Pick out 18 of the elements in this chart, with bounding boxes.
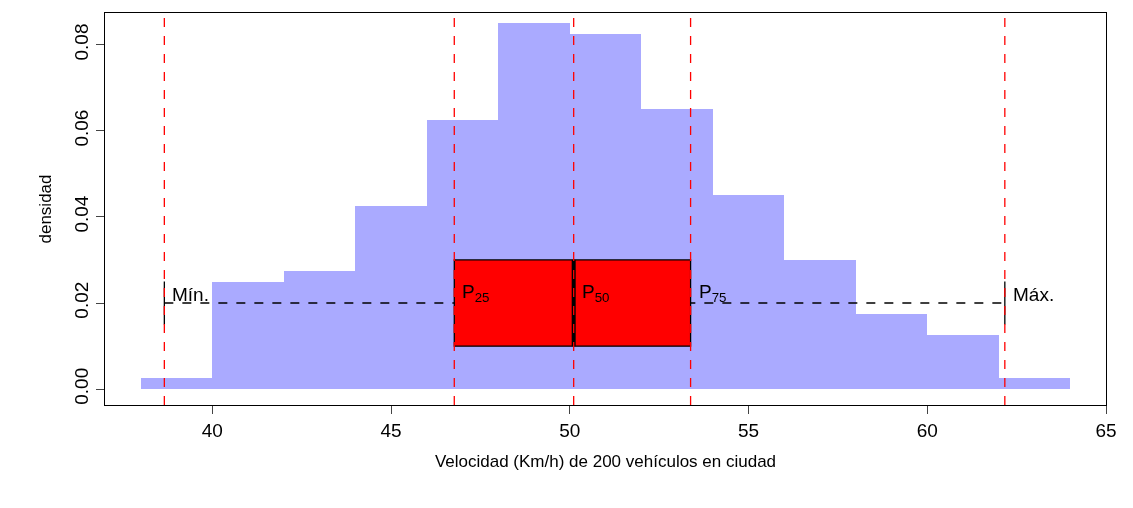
x-axis-title: Velocidad (Km/h) de 200 vehículos en ciudad <box>434 452 777 472</box>
annotation: Máx. <box>1013 284 1055 305</box>
annotation: Mín. <box>172 284 209 305</box>
x-tick-label: 65 <box>1095 419 1117 441</box>
annotation: P$_{50}$ <box>582 281 610 305</box>
y-tick-label: 0.00 <box>71 367 93 405</box>
annotation: P$_{75}$ <box>699 281 727 305</box>
x-tick-label: 40 <box>201 419 223 441</box>
x-tick-label: 55 <box>737 419 760 441</box>
y-axis-title: densidad <box>35 174 55 244</box>
y-tick-label: 0.08 <box>71 23 93 61</box>
y-tick-label: 0.04 <box>71 195 93 233</box>
y-tick-label: 0.02 <box>71 281 93 319</box>
x-tick-label: 50 <box>559 419 581 441</box>
x-tick-label: 45 <box>380 419 402 441</box>
annotation: P$_{25}$ <box>462 281 490 305</box>
y-tick-label: 0.06 <box>71 109 93 147</box>
x-tick-label: 60 <box>916 419 938 441</box>
